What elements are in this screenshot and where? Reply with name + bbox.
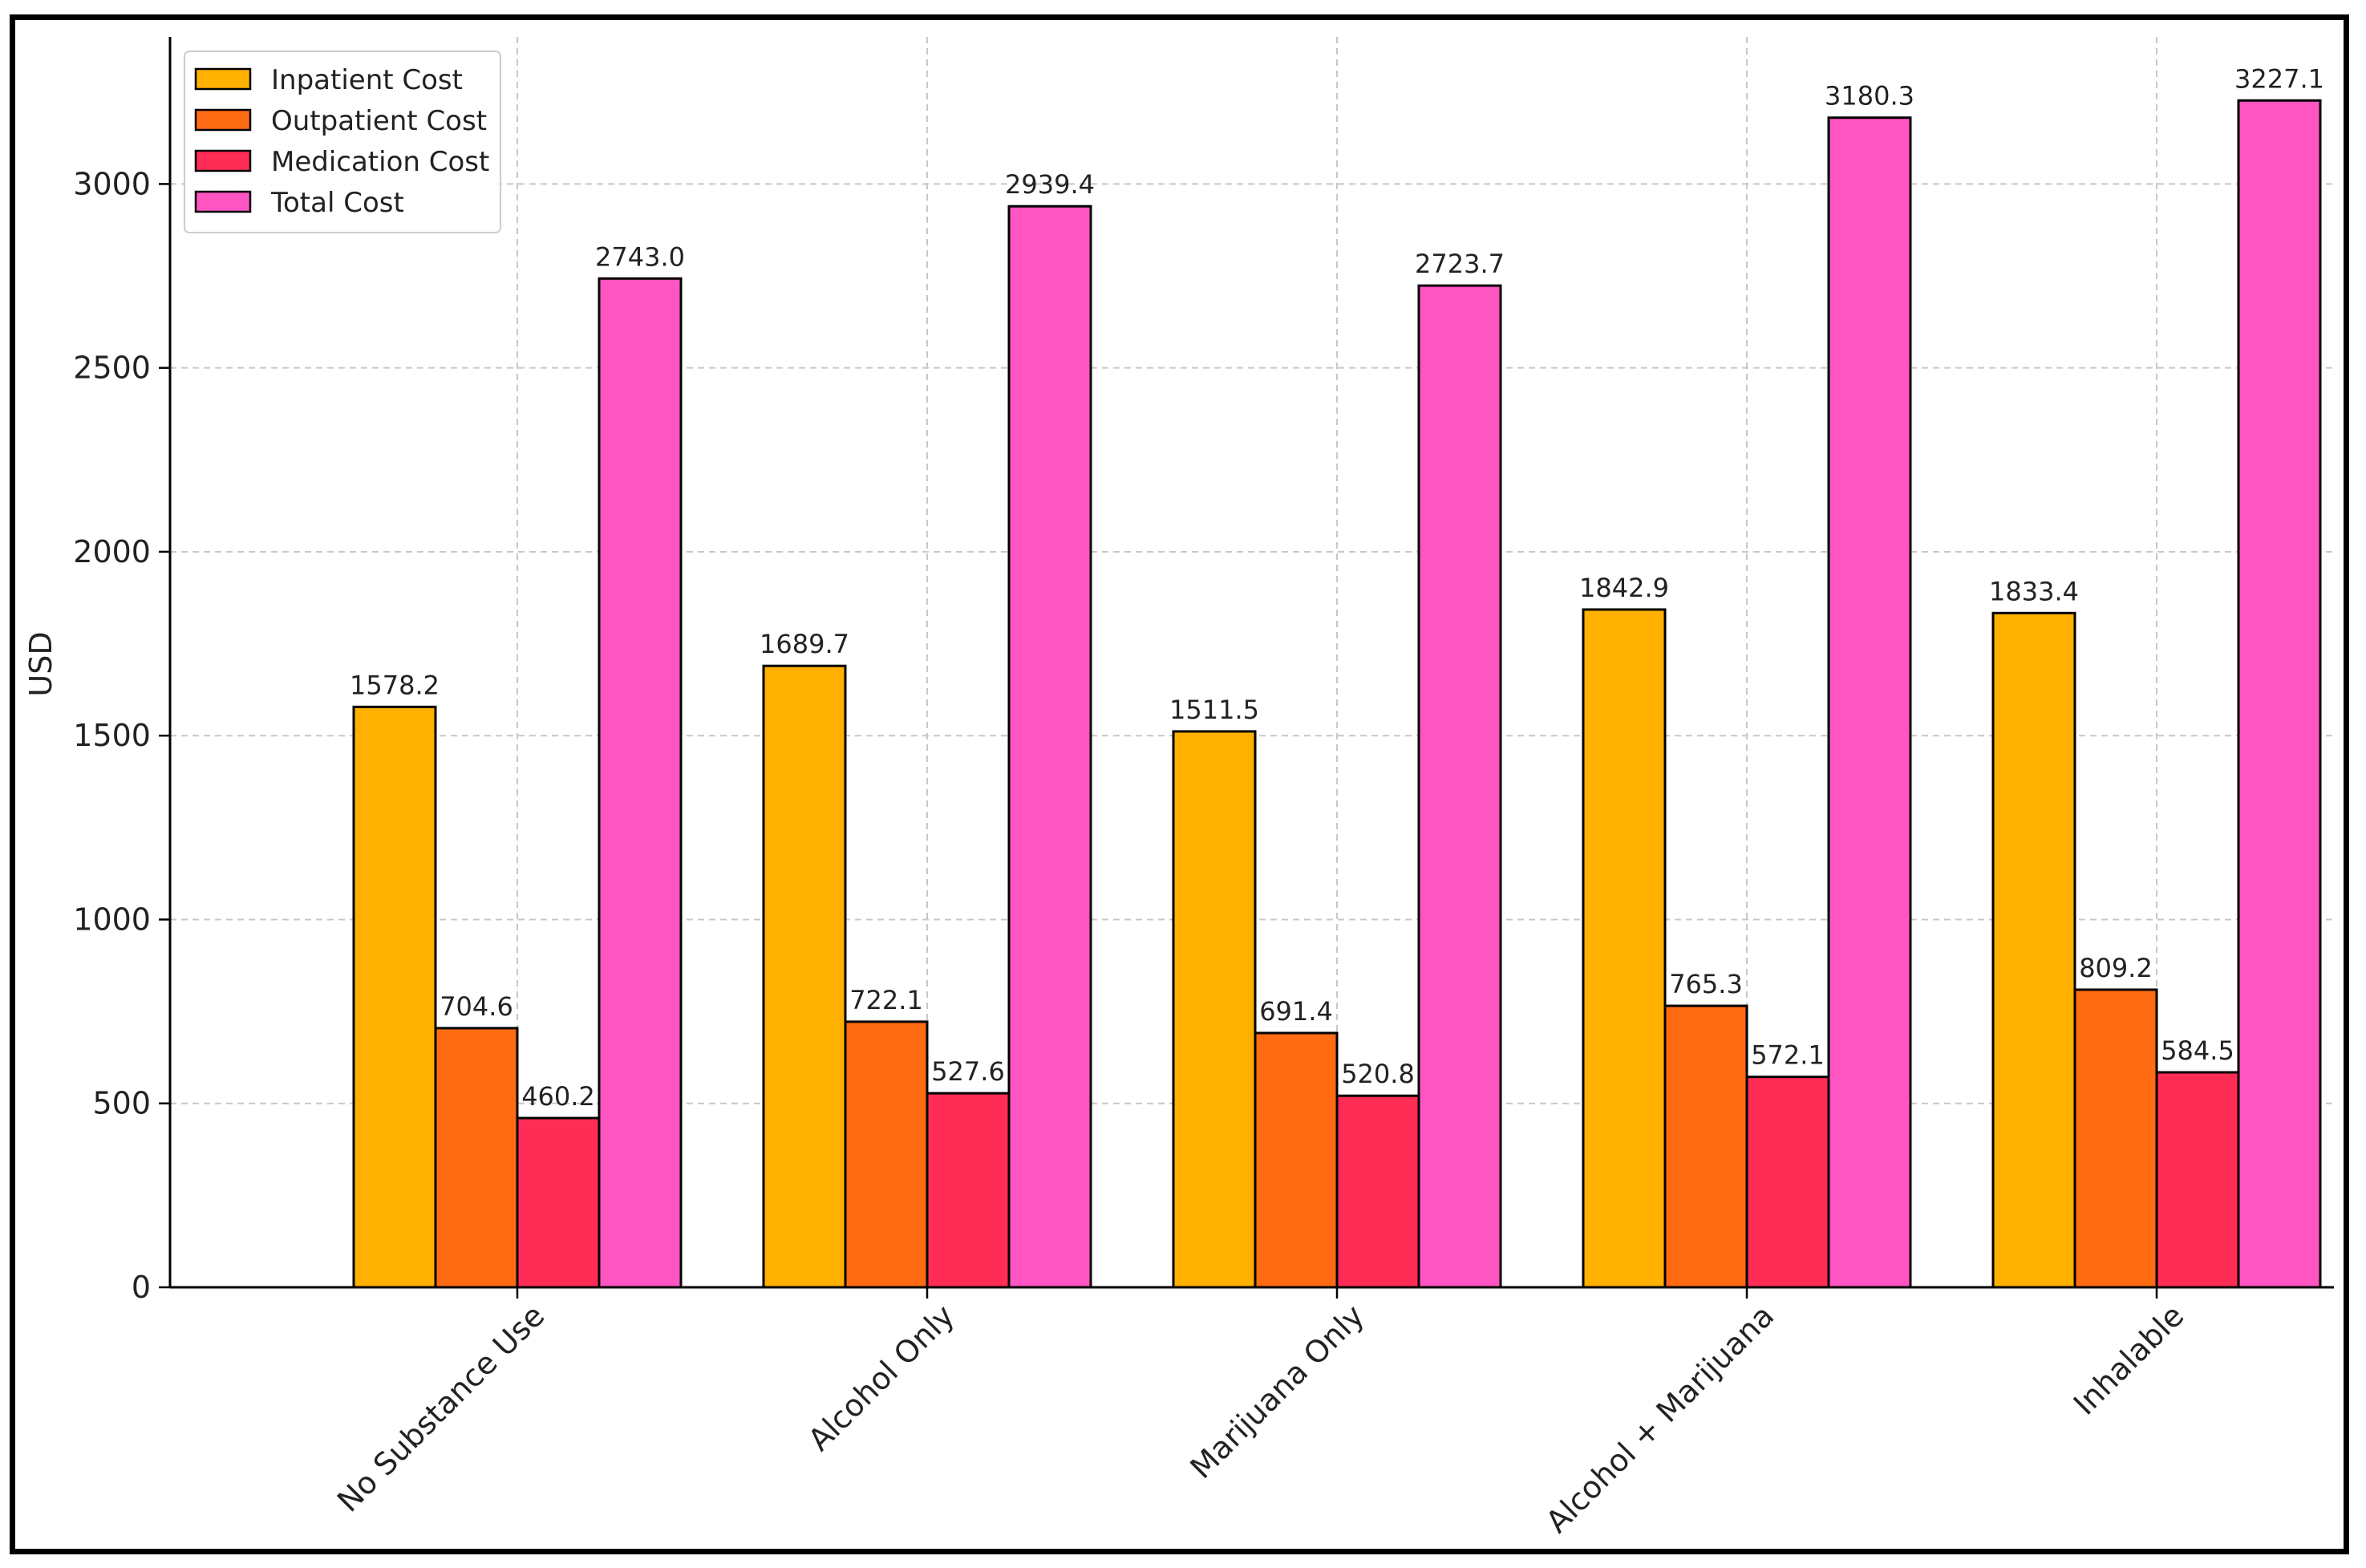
bar — [2073, 988, 2158, 1289]
data-labels: 1578.2 1689.7 1511.5 1842.9 1833.4 704.6 722.1… — [350, 63, 2324, 1112]
bar — [1991, 611, 2076, 1289]
data-label: 722.1 — [849, 985, 923, 1015]
legend-label: Inpatient Cost — [271, 64, 463, 96]
bar — [1007, 205, 1092, 1289]
data-label: 527.6 — [931, 1056, 1005, 1087]
bar — [1582, 608, 1667, 1289]
y-axis-label: USD — [23, 631, 59, 696]
bar — [2155, 1071, 2240, 1289]
data-label: 765.3 — [1669, 969, 1743, 999]
data-label: 1689.7 — [760, 629, 849, 659]
y-tick-label: 500 — [92, 1086, 151, 1121]
x-tick-label: Alcohol + Marijuana — [1539, 1298, 1781, 1539]
data-label: 460.2 — [521, 1081, 595, 1112]
legend: Inpatient Cost Outpatient Cost Medication … — [184, 51, 501, 233]
data-label: 1833.4 — [1989, 576, 2079, 606]
legend-label: Outpatient Cost — [271, 105, 487, 137]
bar — [516, 1116, 601, 1289]
bar — [1417, 284, 1502, 1289]
data-label: 572.1 — [1751, 1040, 1825, 1071]
x-tick-label: Inhalable — [2067, 1298, 2191, 1422]
x-tick-label: No Substance Use — [330, 1298, 551, 1518]
data-label: 3180.3 — [1825, 81, 1914, 111]
data-label: 3227.1 — [2234, 63, 2324, 94]
bar — [1172, 730, 1257, 1289]
legend-swatch — [194, 149, 252, 172]
bar — [762, 664, 847, 1289]
x-tick-label: Alcohol Only — [801, 1298, 961, 1457]
legend-label: Total Cost — [270, 187, 404, 219]
y-tick-label: 2000 — [73, 534, 151, 569]
bar — [1254, 1031, 1339, 1289]
legend-label: Medication Cost — [271, 146, 489, 178]
data-label: 584.5 — [2161, 1035, 2234, 1066]
y-tick-label: 1000 — [73, 901, 151, 937]
data-label: 1511.5 — [1169, 695, 1259, 725]
legend-box — [184, 51, 501, 233]
data-label: 2939.4 — [1005, 169, 1095, 200]
y-tick-label: 2500 — [73, 350, 151, 386]
data-label: 2723.7 — [1415, 249, 1505, 279]
y-tick-label: 3000 — [73, 166, 151, 201]
data-label: 691.4 — [1259, 996, 1333, 1027]
bar — [2237, 99, 2322, 1289]
data-label: 1842.9 — [1579, 573, 1669, 603]
bar — [598, 277, 683, 1289]
bar — [352, 705, 437, 1289]
bar — [1827, 116, 1912, 1289]
legend-swatch — [194, 67, 252, 91]
legend-swatch — [194, 190, 252, 213]
bar — [844, 1020, 929, 1289]
y-tick-label: 1500 — [73, 718, 151, 753]
y-tick-label: 0 — [132, 1270, 151, 1305]
bar — [926, 1092, 1011, 1289]
bar — [434, 1027, 519, 1289]
bar — [1745, 1076, 1830, 1289]
bar — [1663, 1004, 1748, 1289]
x-tick-label: Marijuana Only — [1184, 1298, 1371, 1485]
data-label: 1578.2 — [350, 670, 440, 700]
data-label: 704.6 — [440, 991, 513, 1022]
bar — [1335, 1094, 1420, 1289]
data-label: 520.8 — [1341, 1059, 1415, 1089]
legend-swatch — [194, 108, 252, 132]
data-label: 809.2 — [2079, 953, 2153, 983]
data-label: 2743.0 — [595, 241, 685, 272]
